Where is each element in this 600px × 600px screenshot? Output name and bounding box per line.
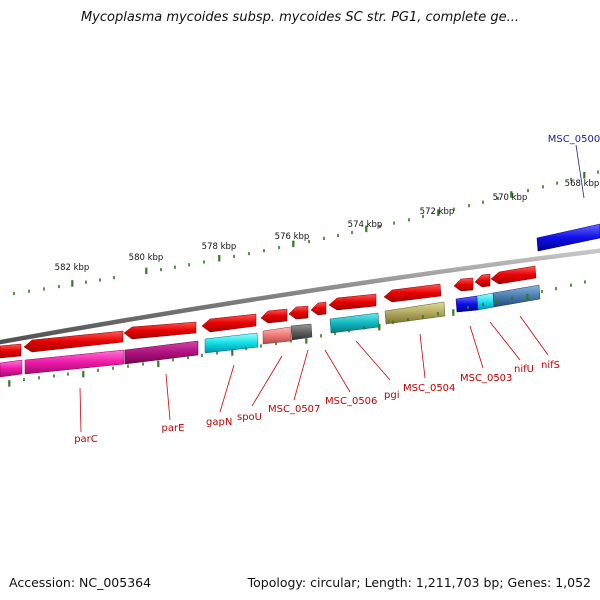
genome-backbone <box>0 248 600 345</box>
leader-msc-0503 <box>469 325 484 369</box>
feature-parC-partial[interactable] <box>0 359 23 378</box>
scale-label-578: 578 kbp <box>202 242 237 252</box>
leader-msc-0507 <box>293 349 309 401</box>
gene-feature-track <box>0 284 541 378</box>
feature-spoU[interactable] <box>262 326 292 345</box>
feature-msc-0503[interactable] <box>455 295 479 313</box>
cds-track <box>0 265 537 359</box>
feature-msc-0507[interactable] <box>290 323 313 341</box>
scale-label-582: 582 kbp <box>55 263 90 273</box>
feature-parC[interactable] <box>24 349 125 375</box>
cds-gapN[interactable] <box>201 313 257 333</box>
gene-label-gapN[interactable]: gapN <box>206 417 232 428</box>
gene-label-spoU[interactable]: spoU <box>237 412 262 423</box>
scale-labels: 582 kbp 580 kbp 578 kbp 576 kbp 574 kbp … <box>55 179 600 273</box>
feature-nifS[interactable] <box>492 284 541 308</box>
gene-label-msc-0507[interactable]: MSC_0507 <box>268 404 320 415</box>
gene-label-pgi[interactable]: pgi <box>384 390 399 401</box>
gene-labels: MSC_0500 parC parE gapN spoU MSC_0507 MS… <box>74 134 600 445</box>
label-leader-lines <box>79 144 585 433</box>
outer-major-ticks <box>71 172 586 287</box>
gene-label-msc-0500[interactable]: MSC_0500 <box>548 134 600 145</box>
leader-pgi <box>355 340 391 381</box>
feature-pgi[interactable] <box>384 301 446 325</box>
gene-label-parE[interactable]: parE <box>162 423 185 434</box>
gene-label-msc-0506[interactable]: MSC_0506 <box>325 396 377 407</box>
map-title: Mycoplasma mycoides subsp. mycoides SC s… <box>80 10 520 25</box>
accession-label: Accession: NC_005364 <box>9 575 152 590</box>
cds-msc-0504[interactable] <box>383 283 442 303</box>
feature-parE[interactable] <box>124 340 199 365</box>
cds-msc-0503[interactable] <box>453 277 474 292</box>
feature-nifU[interactable] <box>476 292 495 311</box>
genome-summary: Topology: circular; Length: 1,211,703 bp… <box>247 575 591 590</box>
inner-major-ticks <box>8 293 529 387</box>
feature-gapN[interactable] <box>204 332 259 354</box>
scale-label-572: 572 kbp <box>420 207 455 217</box>
gene-label-parC[interactable]: parC <box>74 434 98 445</box>
cds-msc-0506[interactable] <box>310 301 327 316</box>
scale-label-574: 574 kbp <box>348 220 383 230</box>
inner-minor-ticks <box>23 280 586 382</box>
gene-label-msc-0504[interactable]: MSC_0504 <box>403 383 455 394</box>
cds-spoU[interactable] <box>260 308 288 324</box>
leader-nifU <box>489 321 521 361</box>
gene-label-nifU[interactable]: nifU <box>514 364 534 375</box>
gene-label-nifS[interactable]: nifS <box>541 360 560 371</box>
outer-scale-ticks <box>13 170 599 296</box>
cds-parE[interactable] <box>123 321 197 340</box>
cds-msc-0507[interactable] <box>288 305 309 320</box>
feature-msc-0506[interactable] <box>329 312 380 334</box>
gene-label-msc-0503[interactable]: MSC_0503 <box>460 373 512 384</box>
leader-parC <box>79 387 82 433</box>
leader-spoU <box>251 355 283 407</box>
cds-parC-partial[interactable] <box>0 343 22 359</box>
cds-nifU[interactable] <box>474 273 491 288</box>
cds-pgi[interactable] <box>328 293 377 311</box>
cds-nifS[interactable] <box>490 265 537 285</box>
gene-msc-0500[interactable] <box>536 223 600 252</box>
cds-parC[interactable] <box>23 330 124 353</box>
scale-label-570: 570 kbp <box>493 193 528 203</box>
scale-label-580: 580 kbp <box>129 253 164 263</box>
leader-gapN <box>219 364 235 413</box>
leader-msc-0500 <box>575 144 585 199</box>
leader-parE <box>165 373 171 421</box>
outer-minor-ticks <box>13 170 599 296</box>
leader-msc-0504 <box>419 333 426 379</box>
leader-msc-0506 <box>324 349 351 393</box>
leader-nifS <box>519 315 549 356</box>
inner-scale-ticks <box>8 280 586 387</box>
scale-label-576: 576 kbp <box>275 232 310 242</box>
